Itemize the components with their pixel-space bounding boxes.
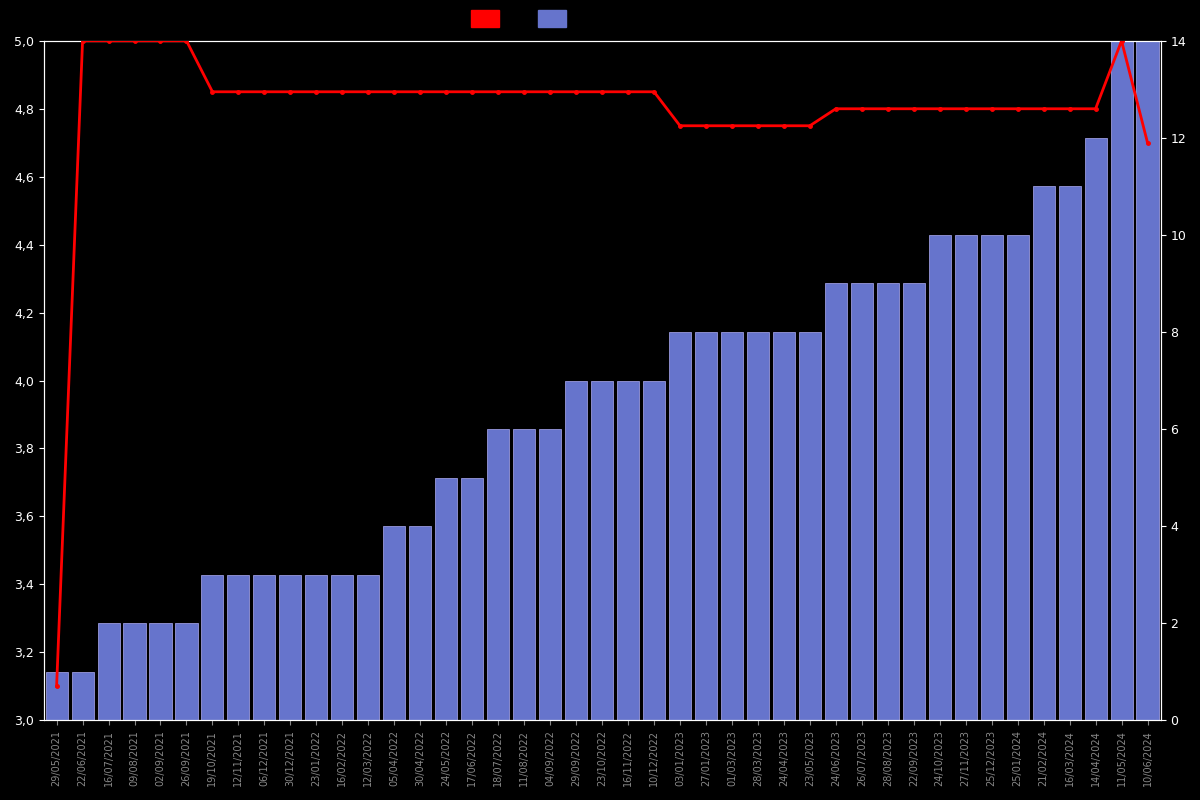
Bar [643, 381, 665, 720]
Bar [1110, 41, 1133, 720]
Bar [721, 332, 743, 720]
Bar [799, 332, 821, 720]
Bar [565, 381, 587, 720]
Bar [487, 429, 509, 720]
Bar [955, 235, 977, 720]
Bar [150, 623, 172, 720]
Bar [1136, 41, 1158, 720]
Bar [902, 283, 925, 720]
Bar [668, 332, 691, 720]
Bar [980, 235, 1003, 720]
Bar [436, 478, 457, 720]
Bar [1007, 235, 1028, 720]
Bar [1058, 186, 1081, 720]
Bar [592, 381, 613, 720]
Bar [746, 332, 769, 720]
Bar [124, 623, 145, 720]
Bar [97, 623, 120, 720]
Bar [695, 332, 716, 720]
Bar [227, 574, 250, 720]
Bar [824, 283, 847, 720]
Bar [877, 283, 899, 720]
Bar [929, 235, 950, 720]
Bar [461, 478, 484, 720]
Bar [202, 574, 223, 720]
Bar [305, 574, 328, 720]
Bar [331, 574, 353, 720]
Bar [514, 429, 535, 720]
Bar [851, 283, 872, 720]
Bar [409, 526, 431, 720]
Bar [358, 574, 379, 720]
Legend: , : , [472, 10, 577, 27]
Bar [539, 429, 562, 720]
Bar [72, 672, 94, 720]
Bar [773, 332, 794, 720]
Bar [46, 672, 67, 720]
Bar [1085, 138, 1106, 720]
Bar [1032, 186, 1055, 720]
Bar [253, 574, 276, 720]
Bar [617, 381, 640, 720]
Bar [175, 623, 198, 720]
Bar [383, 526, 406, 720]
Bar [280, 574, 301, 720]
